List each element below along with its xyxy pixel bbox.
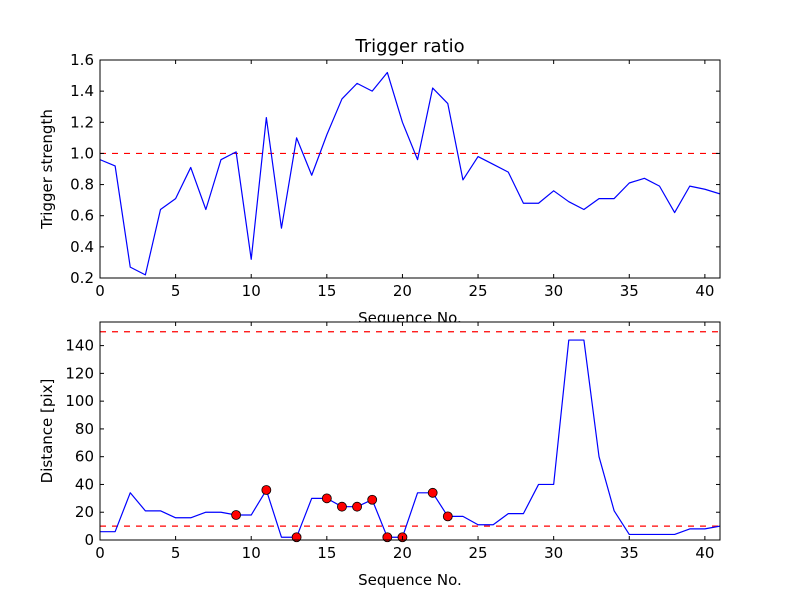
- x-tick-label: 5: [171, 544, 181, 562]
- y-tick-label: 60: [75, 448, 94, 466]
- y-tick-label: 0.4: [70, 238, 94, 256]
- y-tick-label: 0: [84, 531, 94, 549]
- y-tick-label: 1.2: [70, 113, 94, 131]
- chart-panel-1: 0 5 10 15 20 25 30 35 40 0.2 0.4 0.6 0.8 1.0 1.2 1.4 1.6…: [38, 36, 721, 327]
- y-tick-label: 1.4: [70, 82, 94, 100]
- y-tick-label: 1.6: [70, 51, 94, 69]
- chart-panel-2: 0 5 10 15 20 25 30 35 40 0 20 40 60 80 100 120 140 Sequen…: [38, 321, 721, 589]
- y-tick-label: 0.6: [70, 207, 94, 225]
- trigger-marker: [427, 487, 438, 498]
- trigger-marker: [337, 501, 347, 512]
- axes-frame: [99, 59, 721, 279]
- x-tick-label: 20: [393, 544, 412, 562]
- x-tick-label: 0: [95, 544, 105, 562]
- trigger-marker: [382, 532, 393, 543]
- series-line: [100, 339, 720, 538]
- trigger-marker: [261, 485, 272, 495]
- x-tick-label: 15: [317, 282, 336, 300]
- y-tick-label: 1.0: [70, 144, 94, 162]
- y-axis-label: Trigger strength: [38, 109, 56, 230]
- trigger-marker: [231, 510, 241, 520]
- chart-title: Trigger ratio: [354, 36, 464, 57]
- x-tick-label: 35: [620, 544, 639, 562]
- y-tick-label: 140: [65, 337, 94, 355]
- x-tick-label: 10: [242, 282, 261, 300]
- y-tick-label: 20: [75, 503, 94, 521]
- trigger-marker: [291, 532, 302, 543]
- y-tick-label: 0.8: [70, 176, 94, 194]
- x-tick-label: 25: [469, 544, 488, 562]
- y-tick-label: 0.2: [70, 269, 94, 287]
- trigger-marker: [442, 511, 453, 522]
- x-tick-label: 40: [695, 544, 714, 562]
- plot-area: [100, 60, 720, 278]
- x-tick-label: 30: [544, 282, 563, 300]
- y-tick-label: 120: [65, 364, 94, 382]
- y-tick-label: 100: [65, 392, 94, 410]
- x-axis-label: Sequence No.: [358, 571, 462, 589]
- x-tick-label: 25: [469, 282, 488, 300]
- x-tick-label: 15: [317, 544, 336, 562]
- x-tick-label: 30: [544, 544, 563, 562]
- x-tick-label: 40: [695, 282, 714, 300]
- trigger-marker: [367, 494, 378, 505]
- y-axis-label: Distance [pix]: [38, 379, 56, 484]
- x-tick-label: 20: [393, 282, 412, 300]
- axes-frame: [99, 321, 721, 541]
- series-line: [100, 71, 720, 276]
- y-tick-label: 40: [75, 475, 94, 493]
- x-tick-label: 10: [242, 544, 261, 562]
- plot-area: [100, 322, 720, 540]
- y-tick-label: 80: [75, 420, 94, 438]
- x-tick-label: 5: [171, 282, 181, 300]
- x-tick-label: 0: [95, 282, 105, 300]
- trigger-marker: [321, 493, 332, 504]
- trigger-marker: [352, 501, 362, 512]
- x-tick-label: 35: [620, 282, 639, 300]
